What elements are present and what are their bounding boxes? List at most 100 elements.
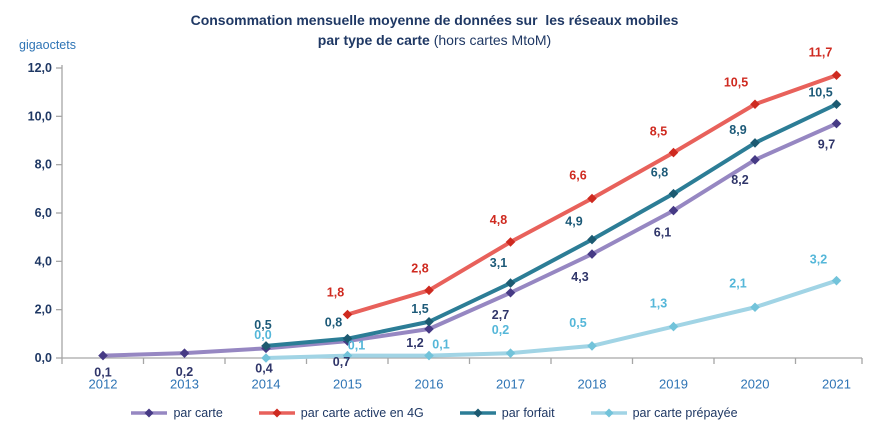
data-point-label-par-carte: 0,1 <box>94 366 111 380</box>
y-axis-label: 6,0 <box>35 206 52 220</box>
data-point-label-par-carte-prepayee: 1,3 <box>650 297 667 311</box>
x-axis-label: 2020 <box>741 377 770 392</box>
data-point-marker-par-carte-prepayee <box>261 353 271 363</box>
data-point-marker-par-forfait <box>750 138 760 148</box>
data-point-marker-par-forfait <box>668 188 679 199</box>
data-point-label-par-carte: 0,4 <box>255 361 272 375</box>
data-point-label-par-carte-active-en-4g: 1,8 <box>327 286 344 300</box>
data-point-marker-par-forfait <box>587 234 597 245</box>
data-point-marker-par-forfait <box>342 333 353 344</box>
data-point-label-par-forfait: 4,9 <box>565 215 582 229</box>
legend-label-par-forfait: par forfait <box>501 406 555 420</box>
data-point-marker-par-carte <box>587 249 597 259</box>
legend-swatch-par-forfait <box>459 408 496 418</box>
data-point-label-par-carte-prepayee: 2,1 <box>729 276 746 290</box>
data-point-label-par-carte-active-en-4g: 10,5 <box>724 75 748 89</box>
legend-swatch-par-carte-active-en-4g <box>258 408 295 418</box>
series-line-par-carte-prepayee <box>264 278 839 360</box>
data-point-label-par-carte-prepayee: 3,2 <box>810 253 827 267</box>
data-point-marker-par-forfait <box>261 341 271 351</box>
data-point-label-par-carte-active-en-4g: 2,8 <box>411 261 428 275</box>
y-axis-label: 8,0 <box>35 158 52 172</box>
x-axis-label: 2017 <box>496 377 525 392</box>
data-point-label-par-carte: 0,2 <box>176 365 193 379</box>
data-point-marker-par-carte-prepayee <box>750 302 760 313</box>
data-point-label-par-forfait: 10,5 <box>808 85 832 99</box>
legend-marker-diamond-icon <box>604 408 614 418</box>
chart-title: Consommation mensuelle moyenne de donnée… <box>0 10 869 50</box>
x-axis-label: 2012 <box>89 377 118 392</box>
chart-legend: par carte par carte active en 4G par forfa… <box>0 398 869 428</box>
data-point-marker-par-forfait <box>505 278 516 288</box>
legend-item-par-forfait: par forfait <box>459 406 555 420</box>
data-point-marker-par-forfait <box>831 99 842 110</box>
x-axis-label: 2021 <box>822 377 851 392</box>
series-line-par-carte <box>101 121 839 358</box>
data-point-label-par-carte-active-en-4g: 6,6 <box>569 169 586 183</box>
data-point-label-par-carte: 6,1 <box>654 226 671 240</box>
y-axis-label: 2,0 <box>35 303 52 317</box>
data-point-marker-par-forfait <box>424 316 434 327</box>
data-point-label-par-carte: 1,2 <box>406 336 423 350</box>
data-point-label-par-carte-active-en-4g: 11,7 <box>809 45 833 59</box>
data-point-marker-par-carte-active-en-4g <box>750 99 760 110</box>
data-point-label-par-carte: 4,3 <box>571 270 588 284</box>
data-point-label-par-carte: 8,2 <box>731 173 748 187</box>
x-axis-label: 2016 <box>415 377 444 392</box>
data-point-marker-par-carte-prepayee <box>424 350 434 361</box>
y-axis-label: 0,0 <box>35 351 52 365</box>
data-point-label-par-forfait: 3,1 <box>490 256 507 270</box>
chart-title-line2-bold: par type de carte <box>317 32 430 48</box>
legend-swatch-par-carte <box>131 408 168 418</box>
legend-item-par-carte-active-en-4g: par carte active en 4G <box>258 406 424 420</box>
legend-marker-diamond-icon <box>272 408 282 418</box>
legend-swatch-par-carte-prepayee <box>590 408 627 418</box>
data-point-marker-par-carte <box>750 155 760 165</box>
chart-title-line1: Consommation mensuelle moyenne de donnée… <box>190 12 679 28</box>
data-point-label-par-forfait: 8,9 <box>729 123 746 137</box>
data-point-label-par-carte: 0,7 <box>333 355 350 369</box>
data-point-marker-par-carte <box>831 118 842 129</box>
data-point-label-par-forfait: 0,5 <box>254 318 271 332</box>
data-point-marker-par-carte-prepayee <box>668 321 679 332</box>
data-point-marker-par-carte-active-en-4g <box>342 309 353 320</box>
data-point-marker-par-carte <box>424 324 434 334</box>
data-point-label-par-forfait: 1,5 <box>411 302 428 316</box>
data-point-marker-par-carte-prepayee <box>505 348 516 358</box>
legend-item-par-carte: par carte <box>131 406 223 420</box>
y-axis-unit-label: gigaoctets <box>19 38 76 52</box>
y-axis-label: 10,0 <box>28 109 52 123</box>
x-axis-label: 2014 <box>252 377 281 392</box>
data-point-marker-par-carte <box>505 287 516 298</box>
legend-marker-diamond-icon <box>473 408 483 418</box>
data-point-marker-par-carte <box>179 348 190 358</box>
data-point-marker-par-carte-active-en-4g <box>424 285 434 296</box>
data-point-marker-par-carte-active-en-4g <box>505 237 516 247</box>
data-point-marker-par-carte-active-en-4g <box>587 193 597 204</box>
legend-label-par-carte-active-en-4g: par carte active en 4G <box>300 406 424 420</box>
data-point-label-par-carte-active-en-4g: 4,8 <box>490 213 507 227</box>
chart-title-line2-rest: (hors cartes MtoM) <box>429 32 552 48</box>
data-point-label-par-carte-active-en-4g: 8,5 <box>650 125 667 139</box>
data-point-label-par-carte-prepayee: 0,0 <box>254 328 271 342</box>
data-point-marker-par-carte <box>668 205 679 216</box>
x-axis-label: 2018 <box>578 377 607 392</box>
legend-label-par-carte-prepayee: par carte prépayée <box>632 406 738 420</box>
data-point-marker-par-carte-prepayee <box>342 350 353 361</box>
chart-title-line2: par type de carte (hors cartes MtoM) <box>0 30 869 50</box>
y-axis-label: 4,0 <box>35 254 52 268</box>
legend-item-par-carte-prepayee: par carte prépayée <box>590 406 738 420</box>
legend-label-par-carte: par carte <box>173 406 223 420</box>
x-axis-label: 2015 <box>333 377 362 392</box>
series-line-par-forfait <box>264 102 839 348</box>
x-axis-label: 2019 <box>659 377 688 392</box>
data-point-marker-par-carte-prepayee <box>831 275 842 286</box>
legend-marker-diamond-icon <box>144 408 154 418</box>
y-axis-label: 12,0 <box>28 61 52 75</box>
data-point-label-par-carte: 9,7 <box>818 138 835 152</box>
data-point-label-par-carte-prepayee: 0,1 <box>432 338 449 352</box>
data-point-marker-par-carte-active-en-4g <box>831 70 842 81</box>
data-point-marker-par-carte <box>98 350 108 361</box>
